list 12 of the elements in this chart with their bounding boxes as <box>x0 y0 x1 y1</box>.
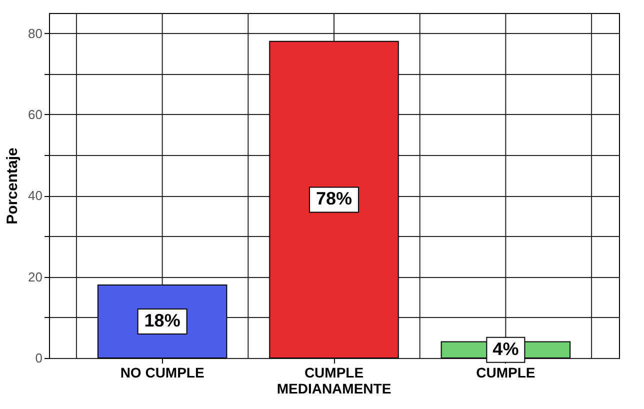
data-label: 4% <box>492 338 519 359</box>
data-label: 18% <box>144 310 180 330</box>
y-tick-label: 0 <box>35 350 42 366</box>
y-tick-label: 40 <box>28 188 42 204</box>
x-tick-label: NO CUMPLE <box>120 364 204 380</box>
y-tick-label: 20 <box>28 269 42 284</box>
y-tick-label: 80 <box>28 26 42 41</box>
y-tick-label: 60 <box>28 106 42 122</box>
x-tick-label: CUMPLE <box>476 364 536 380</box>
data-label: 78% <box>316 188 352 209</box>
x-tick-label: CUMPLE MEDIANAMENTE <box>276 364 392 396</box>
y-axis-title: Porcentaje <box>4 148 22 224</box>
